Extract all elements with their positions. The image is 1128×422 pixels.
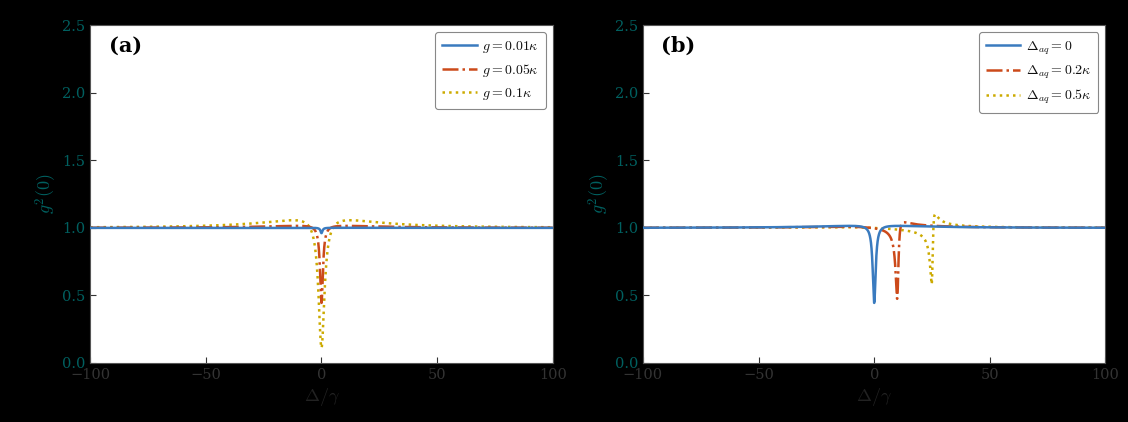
$g = 0.01\kappa$ [291,225,305,230]
$\Delta_{aq} = 0$ [916,224,929,229]
Legend: $\Delta_{aq} = 0$, $\Delta_{aq} = 0.2\kappa$, $\Delta_{aq} = 0.5\kappa$: $\Delta_{aq} = 0$, $\Delta_{aq} = 0.2\ka… [979,32,1099,113]
$g = 0.05\kappa$ [83,225,97,230]
$g = 0.05\kappa$ [415,225,429,230]
$g = 0.1\kappa$ [363,219,377,224]
$g = 0.1\kappa$ [515,225,529,230]
$\Delta_{aq} = 0.5\kappa$ [1068,225,1082,230]
Text: (b): (b) [661,35,696,55]
$\Delta_{aq} = 0.2\kappa$ [636,225,650,230]
$\Delta_{aq} = 0.5\kappa$ [855,225,869,230]
$\Delta_{aq} = 0$ [843,223,856,228]
$g = 0.01\kappa$ [515,225,529,230]
Text: (a): (a) [108,35,142,55]
$\Delta_{aq} = 0$ [933,224,946,229]
$\Delta_{aq} = 0$ [867,300,881,306]
$\Delta_{aq} = 0.2\kappa$ [968,225,981,230]
$\Delta_{aq} = 0.5\kappa$ [916,234,929,239]
$g = 0.05\kappa$ [515,225,529,230]
Y-axis label: $g^2(0)$: $g^2(0)$ [34,174,60,214]
$\Delta_{aq} = 0.2\kappa$ [890,296,904,301]
$g = 0.05\kappa$ [546,225,559,230]
$\Delta_{aq} = 0.2\kappa$ [916,222,929,227]
$g = 0.1\kappa$ [315,345,328,350]
$g = 0.05\kappa$ [199,225,212,230]
$g = 0.1\kappa$ [546,225,559,230]
$\Delta_{aq} = 0.5\kappa$ [928,212,942,217]
$\Delta_{aq} = 0.2\kappa$ [1068,225,1082,230]
$g = 0.01\kappa$ [363,225,377,230]
$\Delta_{aq} = 0.5\kappa$ [636,225,650,230]
X-axis label: $\Delta/\gamma$: $\Delta/\gamma$ [303,386,340,408]
Line: $\Delta_{aq} = 0.5\kappa$: $\Delta_{aq} = 0.5\kappa$ [643,214,1105,284]
$\Delta_{aq} = 0$ [636,225,650,230]
$\Delta_{aq} = 0.2\kappa$ [898,220,911,225]
$\Delta_{aq} = 0.2\kappa$ [855,225,869,230]
$g = 0.01\kappa$ [302,225,316,230]
$\Delta_{aq} = 0.5\kappa$ [968,224,981,229]
$g = 0.1\kappa$ [199,223,212,228]
$\Delta_{aq} = 0.2\kappa$ [1099,225,1112,230]
Line: $g = 0.05\kappa$: $g = 0.05\kappa$ [90,226,553,303]
$\Delta_{aq} = 0.2\kappa$ [933,224,946,229]
$g = 0.05\kappa$ [290,223,303,228]
$g = 0.05\kappa$ [363,224,377,229]
$\Delta_{aq} = 0.2\kappa$ [751,225,765,230]
$g = 0.01\kappa$ [546,225,559,230]
$\Delta_{aq} = 0$ [968,225,981,230]
$g = 0.01\kappa$ [83,225,97,230]
Line: $g = 0.1\kappa$: $g = 0.1\kappa$ [90,220,553,348]
$g = 0.1\kappa$ [415,223,429,228]
$g = 0.01\kappa$ [315,230,328,235]
Y-axis label: $g^2(0)$: $g^2(0)$ [587,174,613,214]
$g = 0.1\kappa$ [287,218,300,223]
$g = 0.05\kappa$ [315,300,328,306]
Line: $\Delta_{aq} = 0.2\kappa$: $\Delta_{aq} = 0.2\kappa$ [643,222,1105,299]
$g = 0.05\kappa$ [302,224,316,229]
$g = 0.1\kappa$ [380,221,394,226]
$\Delta_{aq} = 0$ [751,225,765,230]
$\Delta_{aq} = 0.5\kappa$ [925,282,938,287]
$\Delta_{aq} = 0$ [855,224,869,229]
$\Delta_{aq} = 0.5\kappa$ [751,225,765,230]
$\Delta_{aq} = 0.5\kappa$ [933,217,946,222]
$\Delta_{aq} = 0.5\kappa$ [1099,225,1112,230]
$g = 0.01\kappa$ [380,225,394,230]
Legend: $g = 0.01\kappa$, $g = 0.05\kappa$, $g = 0.1\kappa$: $g = 0.01\kappa$, $g = 0.05\kappa$, $g =… [435,32,546,109]
X-axis label: $\Delta/\gamma$: $\Delta/\gamma$ [856,386,892,408]
$g = 0.01\kappa$ [199,225,212,230]
$g = 0.05\kappa$ [380,224,394,229]
$g = 0.1\kappa$ [83,225,97,230]
$g = 0.01\kappa$ [415,225,429,230]
Line: $g = 0.01\kappa$: $g = 0.01\kappa$ [90,228,553,233]
Line: $\Delta_{aq} = 0$: $\Delta_{aq} = 0$ [643,226,1105,303]
$\Delta_{aq} = 0$ [1099,225,1112,230]
$\Delta_{aq} = 0$ [1068,225,1082,230]
$g = 0.1\kappa$ [302,224,316,229]
